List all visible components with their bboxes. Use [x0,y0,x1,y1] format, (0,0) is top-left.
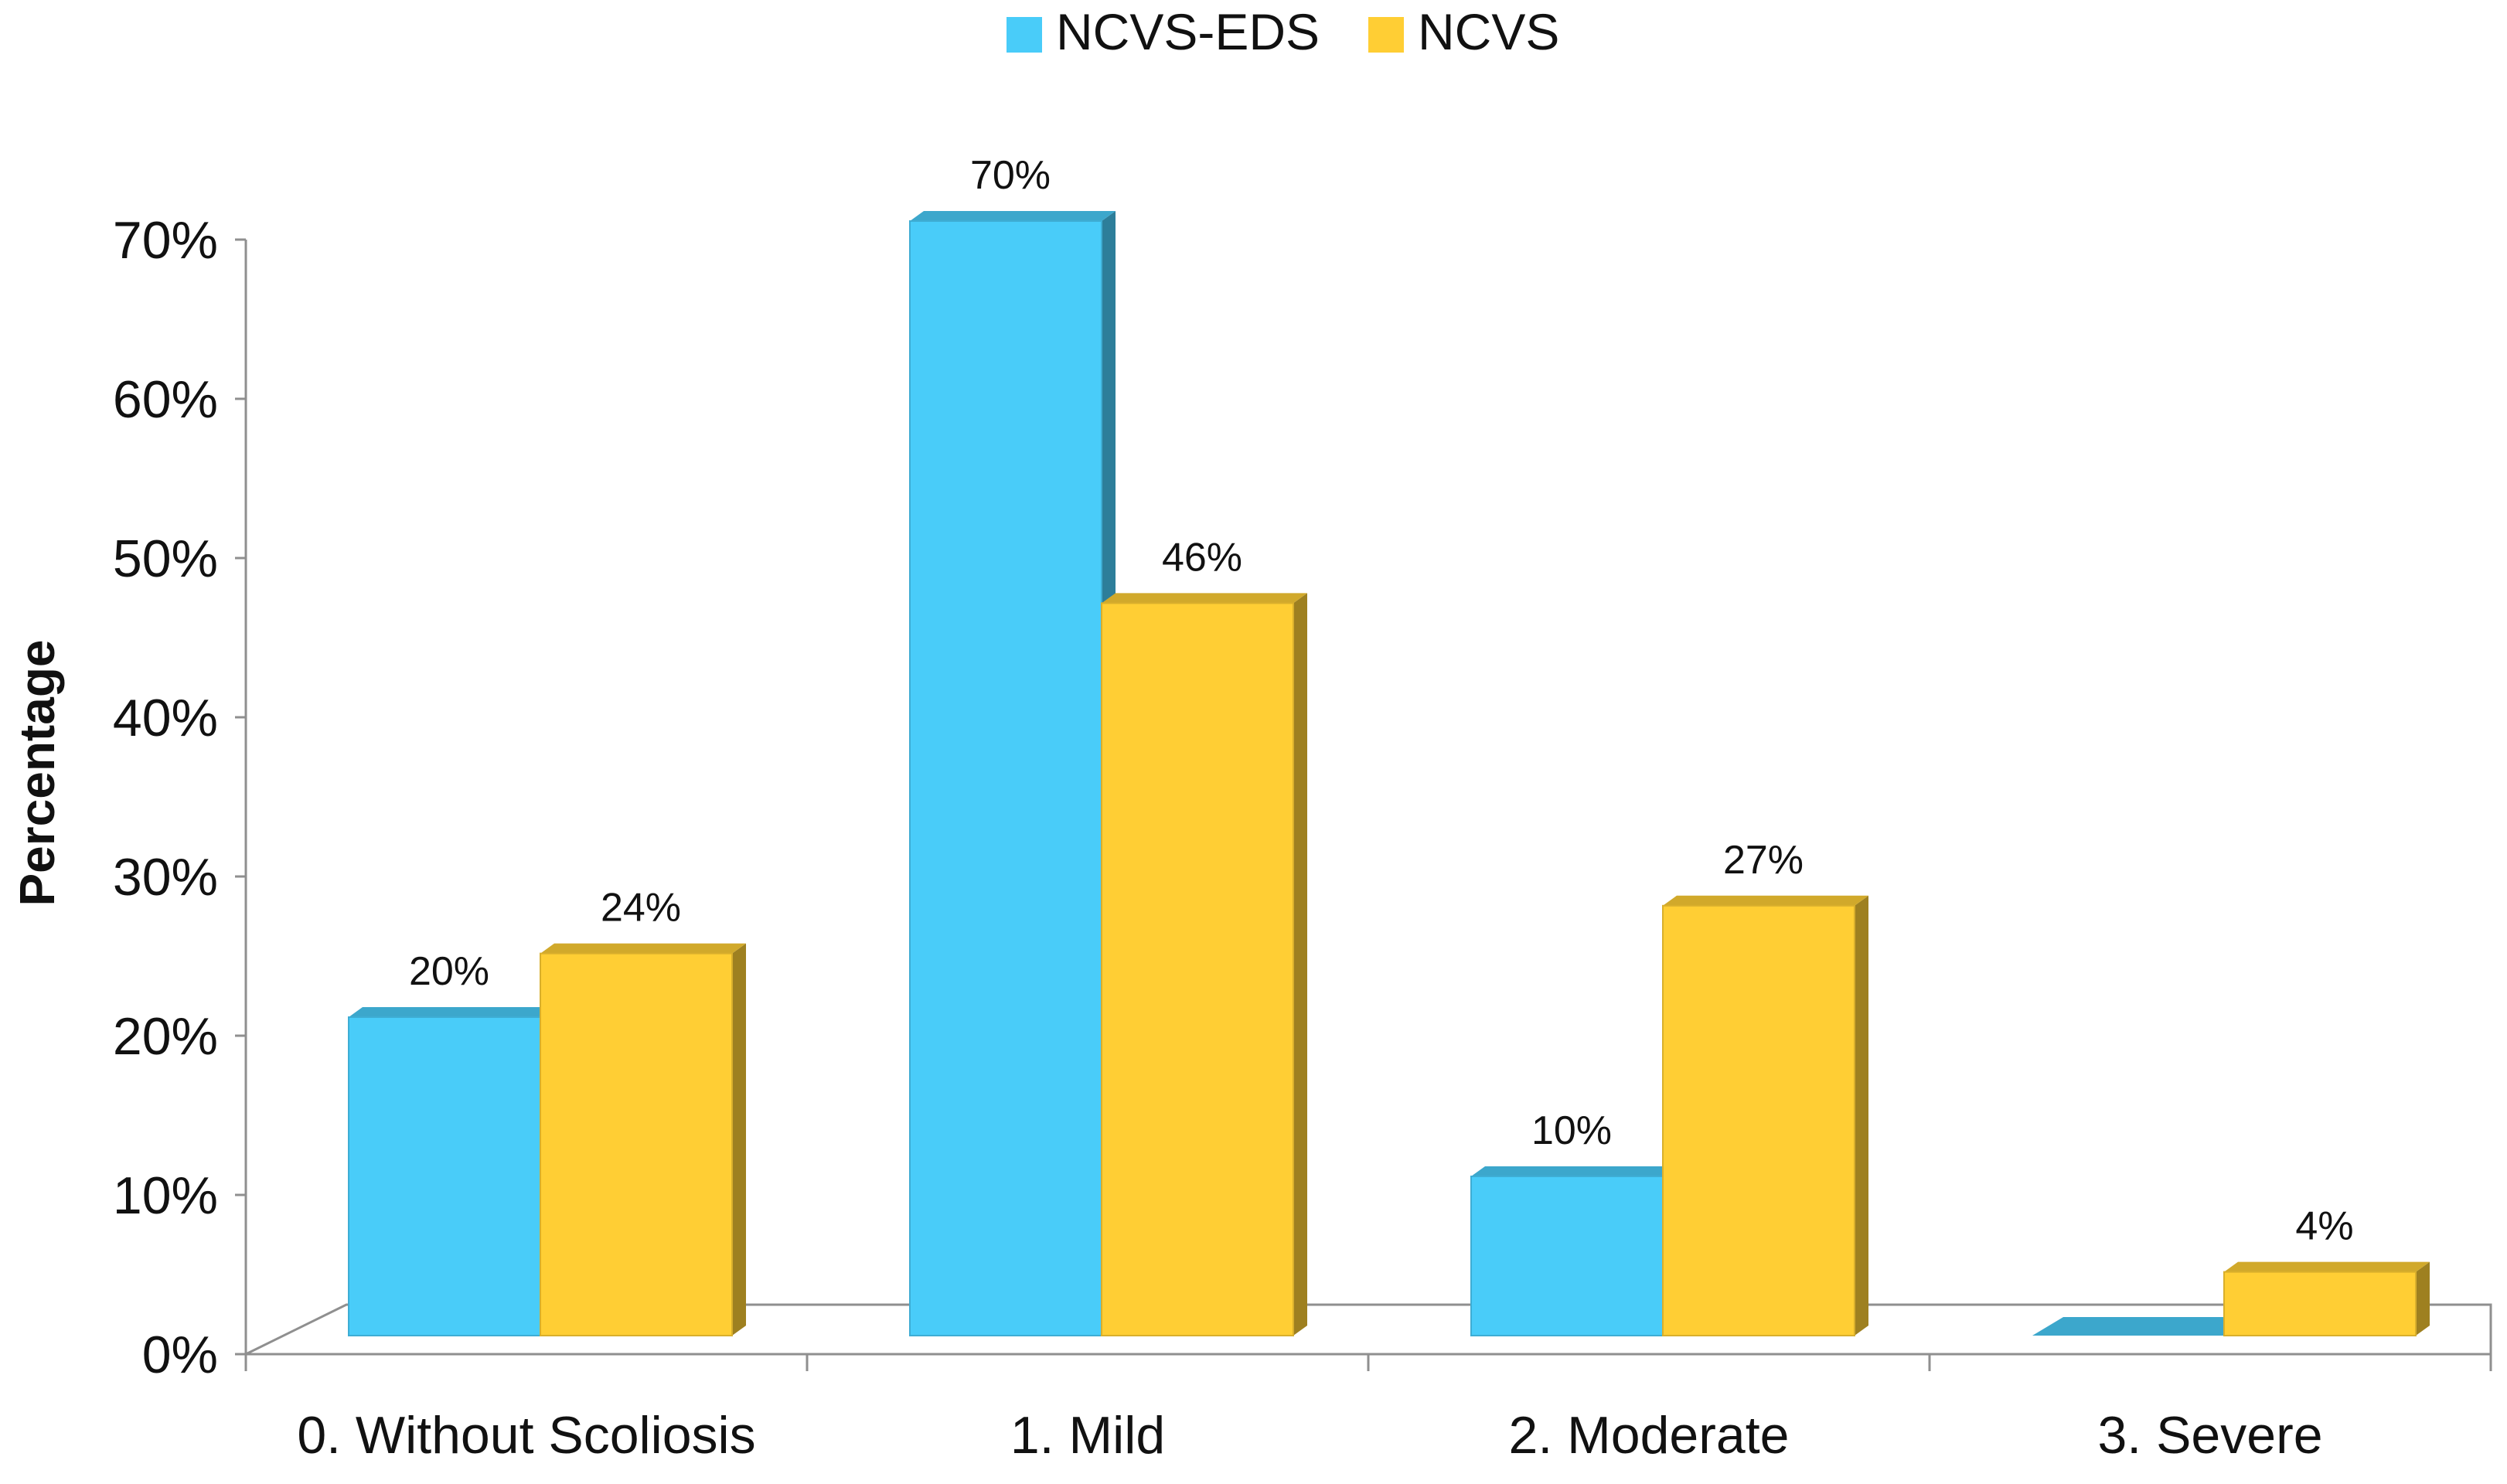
bar-front-face [540,952,733,1336]
bar-top-face [1471,1166,1677,1176]
bar-top-face [1663,895,1868,906]
bar-side-face [1855,895,1868,1336]
bar-side-face [1293,593,1307,1336]
bar-front-face [2223,1271,2417,1336]
y-tick-label: 70% [113,211,218,270]
x-tick-label: 1. Mild [1010,1406,1165,1465]
y-tick-label: 0% [142,1326,218,1384]
bar-ncvs-1 [1101,593,1307,1336]
y-tick-label: 30% [113,848,218,907]
bars [348,211,2430,1337]
bar-front-face [1470,1176,1664,1336]
legend-swatch [1007,17,1042,53]
data-label: 27% [1723,838,1804,883]
bar-ncvs-eds-0 [348,1007,554,1336]
bar-ncvs-eds-2 [1470,1166,1677,1336]
x-tick-label: 3. Severe [2097,1406,2322,1465]
data-label: 24% [601,886,681,931]
bar-ncvs-0 [540,943,746,1336]
legend-label: NCVS [1418,3,1559,60]
bar-top-face [349,1007,554,1017]
y-axis-title: Percentage [9,639,65,906]
bar-top-face [540,943,746,954]
data-label: 70% [970,153,1051,198]
bar-flat [2032,1317,2240,1336]
bar-front-face [348,1016,541,1336]
data-label: 4% [2295,1204,2353,1249]
data-label: 46% [1162,535,1242,580]
y-tick-label: 20% [113,1007,218,1066]
bar-ncvs-eds-1 [909,211,1116,1336]
y-axis: 0% 10% 20% 30% 40% 50% 60% 70% [113,211,247,1384]
bar-ncvs-eds-3 [2032,1317,2240,1336]
bar-top-face [1102,593,1307,604]
y-tick-label: 50% [113,529,218,588]
data-label: 10% [1531,1108,1612,1153]
x-tick-label: 2. Moderate [1509,1406,1790,1465]
bar-side-face [732,943,746,1336]
bar-ncvs-2 [1662,895,1868,1337]
legend: NCVS-EDS NCVS [1007,3,1559,60]
y-tick-label: 10% [113,1166,218,1225]
bar-top-face [910,211,1116,221]
legend-swatch [1368,17,1404,53]
bar-top-face [2224,1261,2430,1272]
y-tick-label: 60% [113,370,218,429]
bar-front-face [909,220,1102,1336]
bar-ncvs-3 [2223,1261,2430,1336]
bar-front-face [1662,904,1855,1337]
data-label: 20% [409,949,489,994]
x-axis: 0. Without Scoliosis 1. Mild 2. Moderate 3.… [244,1353,2492,1465]
bar-front-face [1101,602,1294,1336]
x-tick-label: 0. Without Scoliosis [297,1406,755,1465]
y-tick-label: 40% [113,689,218,747]
data-labels: 20% 24% 70% 46% 10% 27% 4% [409,153,2354,1249]
legend-label: NCVS-EDS [1056,3,1320,60]
bar-side-face [2416,1261,2430,1336]
